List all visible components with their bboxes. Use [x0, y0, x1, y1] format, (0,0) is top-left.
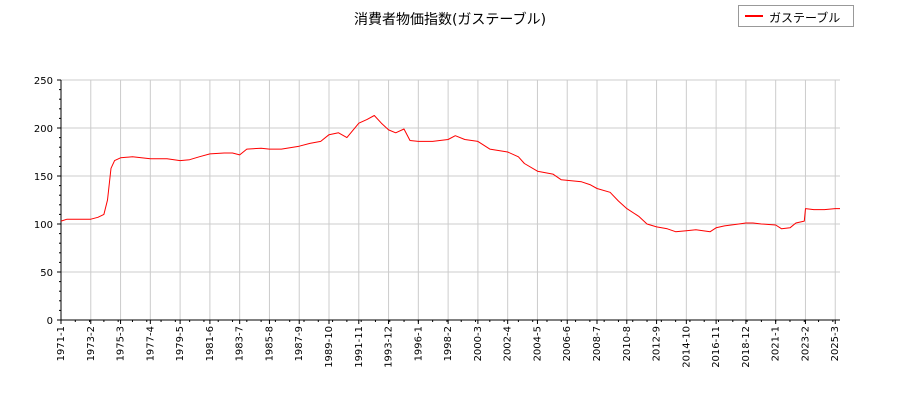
y-tick-label: 100 — [34, 220, 53, 231]
x-tick-label: 2008-7 — [592, 326, 603, 361]
x-tick-label: 1981-6 — [205, 326, 216, 361]
x-tick-label: 1979-5 — [175, 326, 186, 361]
x-tick-label: 2004-5 — [532, 326, 543, 361]
y-tick-label: 50 — [40, 268, 53, 279]
legend: ガステーブル — [738, 5, 854, 27]
x-tick-label: 1971-1 — [56, 326, 67, 361]
x-tick-label: 2021-1 — [771, 326, 782, 361]
y-tick-label: 250 — [34, 76, 53, 87]
y-tick-label: 200 — [34, 124, 53, 135]
x-tick-label: 2010-8 — [622, 326, 633, 361]
legend-label: ガステーブル — [769, 11, 841, 25]
y-tick-label: 0 — [47, 316, 53, 327]
x-tick-label: 1991-11 — [354, 326, 365, 368]
x-tick-label: 2002-4 — [503, 326, 514, 361]
x-tick-label: 1983-7 — [235, 326, 246, 361]
x-tick-label: 1998-2 — [443, 326, 454, 361]
x-tick-label: 1977-4 — [145, 326, 156, 361]
y-tick-label: 150 — [34, 172, 53, 183]
x-tick-label: 1985-8 — [264, 326, 275, 361]
series-line-0 — [60, 115, 840, 233]
x-tick-label: 1996-1 — [413, 326, 424, 361]
x-tick-label: 2014-10 — [681, 326, 692, 368]
x-tick-label: 1987-9 — [294, 326, 305, 361]
chart-title: 消費者物価指数(ガステーブル) — [353, 12, 547, 28]
x-tick-label: 1975-3 — [116, 326, 127, 361]
x-tick-label: 2023-2 — [800, 326, 811, 361]
legend-swatch — [745, 15, 763, 17]
plot-area — [61, 80, 840, 320]
x-tick-label: 1973-2 — [86, 326, 97, 361]
x-tick-label: 2000-3 — [473, 326, 484, 361]
x-tick-label: 1993-12 — [384, 326, 395, 368]
x-tick-label: 1989-10 — [324, 326, 335, 368]
x-tick-label: 2012-9 — [652, 326, 663, 361]
x-tick-label: 2006-6 — [562, 326, 573, 361]
x-tick-label: 2025-3 — [830, 326, 841, 361]
x-tick-label: 2016-11 — [711, 326, 722, 368]
x-tick-label: 2018-12 — [741, 326, 752, 368]
